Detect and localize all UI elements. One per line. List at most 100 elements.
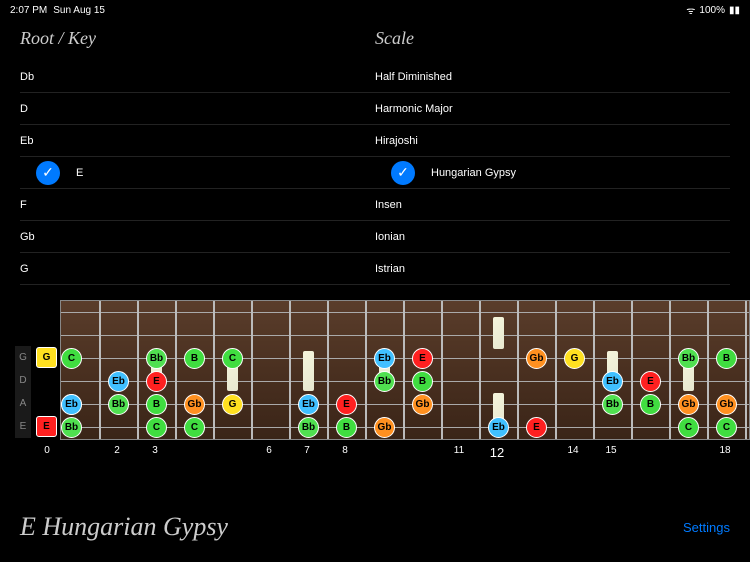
note-dot: Gb: [678, 394, 699, 415]
root-item[interactable]: G: [20, 253, 375, 285]
note-dot: Gb: [716, 394, 737, 415]
note-dot: B: [640, 394, 661, 415]
check-icon: ✓: [36, 161, 60, 185]
note-dot: B: [184, 348, 205, 369]
note-dot: Eb: [298, 394, 319, 415]
guitar-neck: EbBbBbEBCGbBGbCGCGEbBbBbEBBEbBbGbCEBGbEb…: [60, 300, 750, 440]
root-item[interactable]: Db: [20, 61, 375, 93]
note-dot: Bb: [678, 348, 699, 369]
list-headers: Root / Key Scale: [0, 28, 750, 49]
fret-inlay: [303, 351, 314, 391]
check-icon: ✓: [391, 161, 415, 185]
note-dot: B: [336, 417, 357, 438]
root-item[interactable]: Gb: [20, 221, 375, 253]
note-dot: Eb: [61, 394, 82, 415]
bottom-bar: E Hungarian Gypsy Settings: [20, 512, 730, 542]
fret-wire: [289, 301, 291, 439]
note-dot: Bb: [374, 371, 395, 392]
scale-item[interactable]: Hirajoshi: [375, 125, 730, 157]
root-header: Root / Key: [20, 28, 375, 49]
fret-wire: [669, 301, 671, 439]
fret-number: 2: [114, 445, 120, 456]
root-item[interactable]: Eb: [20, 125, 375, 157]
selection-lists: DbDEb✓EFGbG Half DiminishedHarmonic Majo…: [0, 61, 750, 296]
status-battery: 100%: [699, 5, 725, 16]
string-label: A: [15, 392, 31, 415]
root-list[interactable]: DbDEb✓EFGbG: [20, 61, 375, 296]
fret-number: 18: [719, 445, 730, 456]
fret-number: 8: [342, 445, 348, 456]
note-dot: B: [412, 371, 433, 392]
settings-button[interactable]: Settings: [683, 520, 730, 535]
scale-label: Istrian: [375, 263, 405, 275]
status-time: 2:07 PM: [10, 5, 47, 16]
open-note: E: [36, 416, 57, 437]
scale-label: Ionian: [375, 231, 405, 243]
note-dot: Eb: [374, 348, 395, 369]
fret-wire: [593, 301, 595, 439]
fret-wire: [707, 301, 709, 439]
fret-wire: [631, 301, 633, 439]
note-dot: G: [222, 394, 243, 415]
fretboard: GDAEGE EbBbBbEBCGbBGbCGCGEbBbBbEBBEbBbGb…: [0, 300, 750, 460]
fret-wire: [403, 301, 405, 439]
string-line: [61, 335, 749, 336]
note-dot: Gb: [526, 348, 547, 369]
note-dot: B: [146, 394, 167, 415]
note-dot: G: [564, 348, 585, 369]
fret-wire: [555, 301, 557, 439]
scale-item[interactable]: Half Diminished: [375, 61, 730, 93]
root-label: D: [20, 103, 28, 115]
string-line: [61, 312, 749, 313]
scale-label: Insen: [375, 199, 402, 211]
scale-item[interactable]: Insen: [375, 189, 730, 221]
scale-label: Hungarian Gypsy: [431, 167, 516, 179]
fret-number: 15: [605, 445, 616, 456]
wifi-icon: ᯤ: [686, 3, 695, 17]
battery-icon: ▮▮: [729, 5, 740, 16]
scale-item[interactable]: Ionian: [375, 221, 730, 253]
root-label: F: [20, 199, 27, 211]
root-label: Eb: [20, 135, 33, 147]
fret-wire: [441, 301, 443, 439]
root-item[interactable]: D: [20, 93, 375, 125]
fret-number: 11: [454, 445, 464, 456]
root-label: E: [76, 167, 83, 179]
fret-number: 3: [152, 445, 158, 456]
root-label: G: [20, 263, 29, 275]
scale-item[interactable]: Harmonic Major: [375, 93, 730, 125]
open-note: G: [36, 347, 57, 368]
fret-inlay: [493, 317, 504, 349]
scale-label: Half Diminished: [375, 71, 452, 83]
note-dot: Bb: [298, 417, 319, 438]
fret-number: 12: [490, 445, 504, 460]
scale-label: Harmonic Major: [375, 103, 453, 115]
note-dot: E: [526, 417, 547, 438]
root-item[interactable]: F: [20, 189, 375, 221]
root-item[interactable]: ✓E: [20, 157, 375, 189]
note-dot: C: [146, 417, 167, 438]
status-date: Sun Aug 15: [53, 5, 105, 16]
note-dot: E: [336, 394, 357, 415]
status-bar: 2:07 PM Sun Aug 15 ᯤ 100% ▮▮: [0, 0, 750, 20]
note-dot: C: [184, 417, 205, 438]
fret-number: 6: [266, 445, 272, 456]
note-dot: C: [222, 348, 243, 369]
note-dot: Gb: [184, 394, 205, 415]
fret-wire: [479, 301, 481, 439]
note-dot: B: [716, 348, 737, 369]
string-label: G: [15, 346, 31, 369]
note-dot: E: [412, 348, 433, 369]
note-dot: Bb: [108, 394, 129, 415]
fret-number: 7: [304, 445, 310, 456]
note-dot: E: [640, 371, 661, 392]
note-dot: Gb: [374, 417, 395, 438]
scale-item[interactable]: Istrian: [375, 253, 730, 285]
root-label: Db: [20, 71, 34, 83]
fret-wire: [327, 301, 329, 439]
scale-item[interactable]: ✓ Hungarian Gypsy: [375, 157, 730, 189]
fret-number: 14: [567, 445, 578, 456]
note-dot: Eb: [488, 417, 509, 438]
scale-list[interactable]: Half Diminished Harmonic Major Hirajoshi ✓ H…: [375, 61, 730, 296]
fret-number: 0: [44, 445, 50, 456]
